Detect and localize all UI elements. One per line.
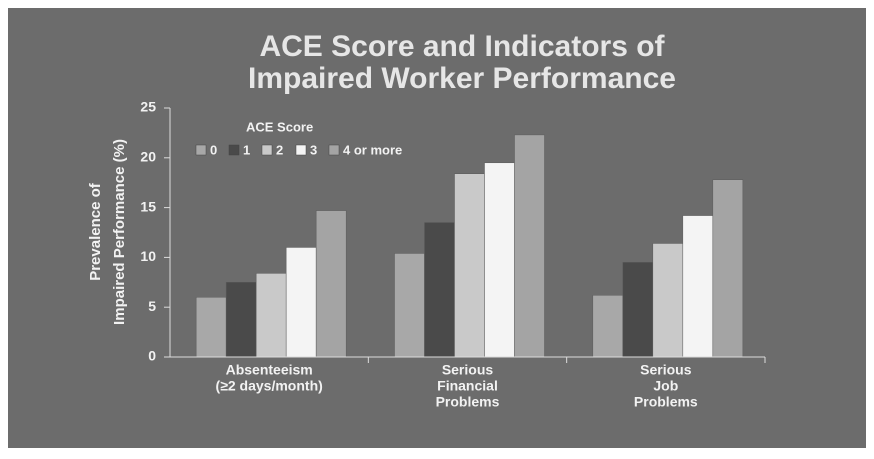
chart-title: ACE Score and Indicators of — [259, 30, 665, 63]
bar — [315, 210, 347, 358]
bar — [622, 262, 654, 358]
legend-label: 1 — [243, 142, 250, 157]
legend-swatch — [228, 144, 240, 156]
legend-swatch — [295, 144, 307, 156]
y-tick-label: 10 — [140, 248, 156, 264]
bar — [484, 162, 515, 358]
legend-label: 4 or more — [343, 142, 402, 157]
legend-label: 2 — [276, 142, 283, 157]
chart-title: Impaired Worker Performance — [248, 62, 676, 95]
bar — [225, 282, 257, 358]
bar — [682, 215, 714, 358]
bar — [195, 296, 227, 358]
y-axis-label: Prevalence of — [87, 182, 104, 281]
bar — [394, 253, 425, 358]
bar — [454, 173, 485, 358]
legend-swatch — [328, 144, 340, 156]
bar — [514, 134, 545, 358]
x-tick-label: (≥2 days/month) — [216, 378, 323, 394]
bar — [285, 247, 317, 358]
y-tick-label: 25 — [140, 99, 156, 115]
legend-title: ACE Score — [246, 119, 313, 134]
bar — [712, 179, 744, 358]
y-tick-label: 15 — [140, 198, 156, 214]
legend-swatch — [261, 144, 273, 156]
legend-label: 3 — [310, 142, 317, 157]
x-tick-label: Financial — [437, 378, 498, 394]
x-tick-label: Serious — [442, 362, 494, 378]
y-axis-label: Impaired Performance (%) — [111, 139, 128, 325]
y-tick-label: 5 — [148, 298, 156, 314]
x-tick-label: Problems — [436, 394, 500, 410]
y-tick-label: 0 — [148, 348, 156, 364]
bar — [424, 222, 455, 358]
legend-label: 0 — [210, 142, 217, 157]
x-tick-label: Absenteeism — [226, 362, 313, 378]
legend-swatch — [195, 144, 207, 156]
x-tick-label: Serious — [640, 362, 692, 378]
x-tick-label: Job — [653, 378, 678, 394]
y-tick-label: 20 — [140, 149, 156, 165]
bar — [255, 273, 287, 358]
x-tick-label: Problems — [634, 394, 698, 410]
bar — [592, 294, 624, 358]
bar — [652, 243, 684, 358]
